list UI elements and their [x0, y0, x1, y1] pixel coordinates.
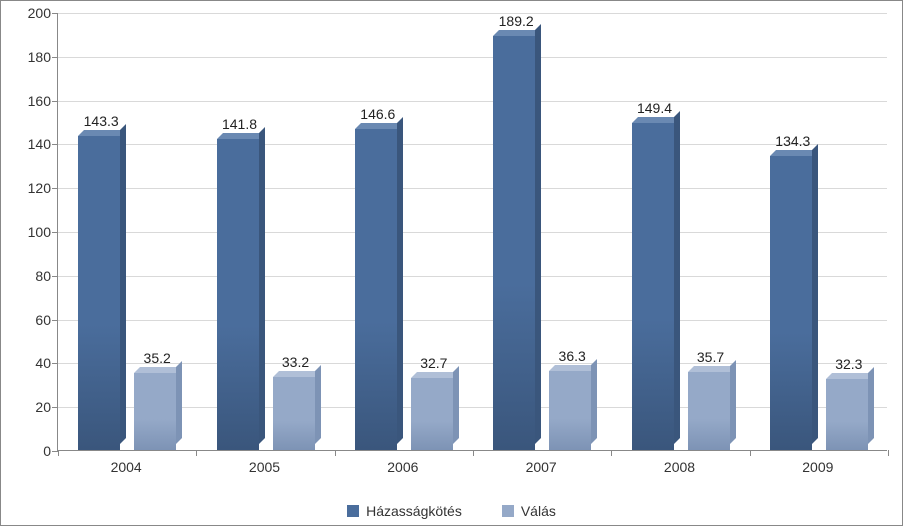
grid-line	[58, 320, 887, 321]
legend-item-series-1: Válás	[502, 503, 556, 519]
y-tick	[52, 276, 58, 277]
chart-container: Házasságkötés Válás 0 20 40 60 80 100 120 140 16…	[0, 0, 903, 526]
data-label: 141.8	[222, 116, 257, 132]
legend-item-series-0: Házasságkötés	[347, 503, 462, 519]
grid-line	[58, 276, 887, 277]
y-axis-label: 40	[9, 355, 51, 371]
grid-line	[58, 363, 887, 364]
x-axis-label: 2004	[111, 459, 142, 475]
x-tick	[888, 450, 889, 456]
bar	[770, 156, 812, 450]
data-label: 32.3	[835, 356, 862, 372]
data-label: 32.7	[420, 355, 447, 371]
grid-line	[58, 188, 887, 189]
y-axis-label: 100	[9, 224, 51, 240]
y-tick	[52, 57, 58, 58]
grid-line	[58, 407, 887, 408]
data-label: 33.2	[282, 354, 309, 370]
y-axis-label: 60	[9, 312, 51, 328]
y-axis-label: 140	[9, 136, 51, 152]
bar	[355, 129, 397, 450]
x-tick	[750, 450, 751, 456]
legend-label-0: Házasságkötés	[366, 503, 462, 519]
grid-line	[58, 232, 887, 233]
bar	[217, 139, 259, 450]
y-tick	[52, 407, 58, 408]
legend-swatch-1	[502, 505, 514, 517]
bar	[78, 136, 120, 450]
y-axis-label: 180	[9, 49, 51, 65]
x-axis-label: 2009	[802, 459, 833, 475]
data-label: 134.3	[775, 133, 810, 149]
y-tick	[52, 320, 58, 321]
grid-line	[58, 101, 887, 102]
bar	[493, 36, 535, 450]
y-tick	[52, 101, 58, 102]
x-tick	[335, 450, 336, 456]
x-tick	[473, 450, 474, 456]
bar	[549, 371, 591, 450]
y-tick	[52, 232, 58, 233]
grid-line	[58, 57, 887, 58]
x-tick	[196, 450, 197, 456]
bar	[411, 378, 453, 450]
plot-area	[57, 13, 887, 451]
bar	[273, 377, 315, 450]
grid-line	[58, 144, 887, 145]
data-label: 146.6	[360, 106, 395, 122]
y-tick	[52, 144, 58, 145]
data-label: 35.7	[697, 349, 724, 365]
x-axis-label: 2008	[664, 459, 695, 475]
y-tick	[52, 188, 58, 189]
legend: Házasságkötés Válás	[1, 503, 902, 519]
x-axis-label: 2005	[249, 459, 280, 475]
y-axis-label: 200	[9, 5, 51, 21]
data-label: 35.2	[144, 350, 171, 366]
y-tick	[52, 13, 58, 14]
x-tick	[58, 450, 59, 456]
y-tick	[52, 363, 58, 364]
grid-line	[58, 13, 887, 14]
data-label: 149.4	[637, 100, 672, 116]
x-axis-label: 2007	[526, 459, 557, 475]
y-axis-label: 20	[9, 399, 51, 415]
legend-swatch-0	[347, 505, 359, 517]
bar	[688, 372, 730, 450]
x-axis-label: 2006	[387, 459, 418, 475]
bar	[134, 373, 176, 450]
y-axis-label: 120	[9, 180, 51, 196]
legend-label-1: Válás	[521, 503, 556, 519]
y-axis-label: 160	[9, 93, 51, 109]
bar	[632, 123, 674, 450]
y-axis-label: 80	[9, 268, 51, 284]
data-label: 189.2	[499, 13, 534, 29]
bar	[826, 379, 868, 450]
x-tick	[611, 450, 612, 456]
y-axis-label: 0	[9, 443, 51, 459]
data-label: 143.3	[84, 113, 119, 129]
data-label: 36.3	[559, 348, 586, 364]
